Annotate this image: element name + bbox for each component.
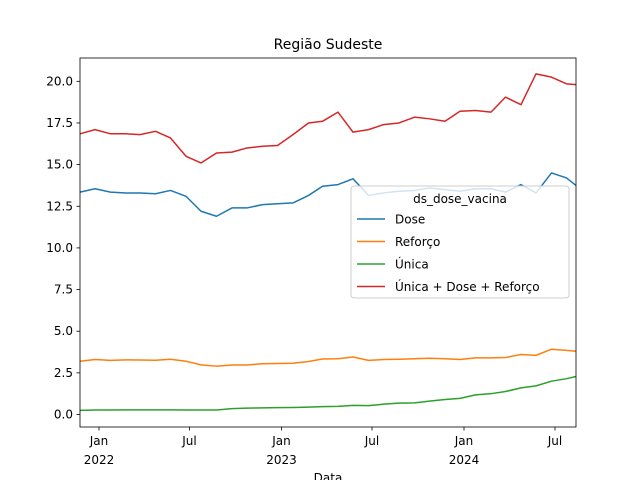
y-tick-label: 2.5 (54, 366, 73, 380)
x-tick-year-label: 2024 (449, 453, 480, 467)
y-tick-label: 17.5 (46, 116, 73, 130)
x-tick-label: Jul (547, 434, 562, 448)
legend: ds_dose_vacina Dose Reforço Única Única + Do… (350, 185, 570, 299)
chart-title: Região Sudeste (274, 37, 383, 53)
y-tick-label: 10.0 (46, 241, 73, 255)
y-tick-label: 20.0 (46, 74, 73, 88)
y-tick-label: 7.5 (54, 283, 73, 297)
axes: 0.0 2.5 5.0 7.5 10.0 12.5 15.0 17.5 20.0 Jan 2022 J… (46, 57, 577, 467)
x-tick-label: Jan (454, 434, 474, 448)
legend-label-3: Única (395, 257, 429, 272)
series-line-3 (79, 375, 577, 412)
legend-box (350, 185, 570, 299)
x-tick-label: Jul (364, 434, 379, 448)
legend-label-1: Dose (395, 213, 425, 227)
y-tick-label: 12.5 (46, 199, 73, 213)
legend-title: ds_dose_vacina (413, 192, 507, 206)
series-line-2 (79, 348, 577, 367)
y-tick-label: 5.0 (54, 324, 73, 338)
x-tick-label: Jan (271, 434, 291, 448)
legend-label-2: Reforço (395, 235, 440, 249)
x-tick-label: Jul (181, 434, 196, 448)
x-tick-year-label: 2023 (266, 453, 297, 467)
x-axis-label: Data (314, 471, 343, 480)
x-tick-year-label: 2022 (84, 453, 115, 467)
y-tick-label: 15.0 (46, 158, 73, 172)
series-line-4 (79, 73, 577, 164)
legend-label-4: Única + Dose + Reforço (395, 279, 540, 294)
x-tick-label: Jan (89, 434, 109, 448)
y-tick-label: 0.0 (54, 408, 73, 422)
axes-frame (79, 57, 577, 428)
